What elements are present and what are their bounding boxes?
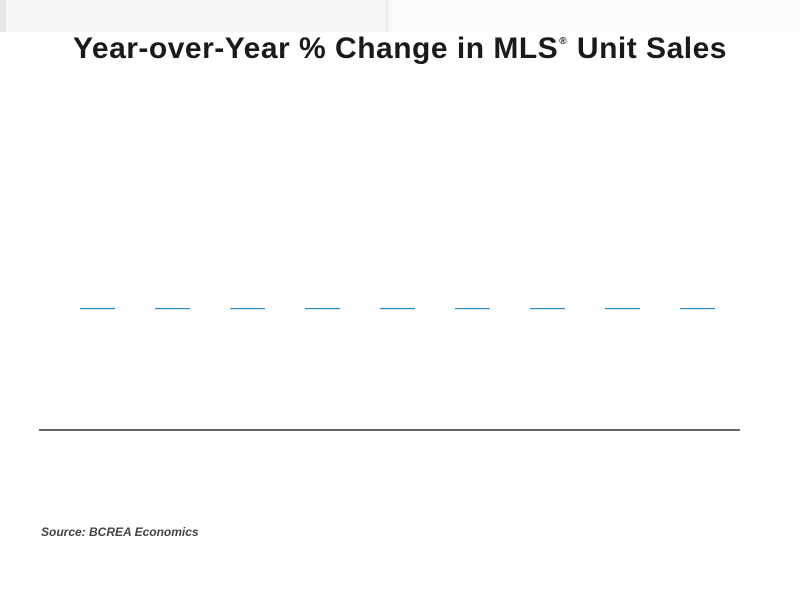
chart-title-main: Year-over-Year % Change in MLS — [73, 32, 559, 65]
bar-9 — [680, 308, 715, 310]
chart-title: Year-over-Year % Change in MLS® Unit Sal… — [0, 32, 800, 66]
top-banner-left-panel — [0, 0, 389, 32]
bar-8 — [605, 308, 640, 310]
chart-title-tail: Unit Sales — [576, 32, 727, 65]
chart-title-registered-mark: ® — [559, 36, 568, 47]
top-banner-strip — [0, 0, 800, 34]
bar-6 — [455, 308, 490, 310]
bar-3 — [230, 308, 265, 310]
bar-1 — [80, 308, 115, 310]
bar-7 — [530, 308, 565, 310]
bar-5 — [380, 308, 415, 310]
bar-2 — [155, 308, 190, 310]
top-banner-right-panel — [389, 0, 800, 32]
source-note: Source: BCREA Economics — [41, 525, 199, 539]
bar-4 — [305, 308, 340, 310]
